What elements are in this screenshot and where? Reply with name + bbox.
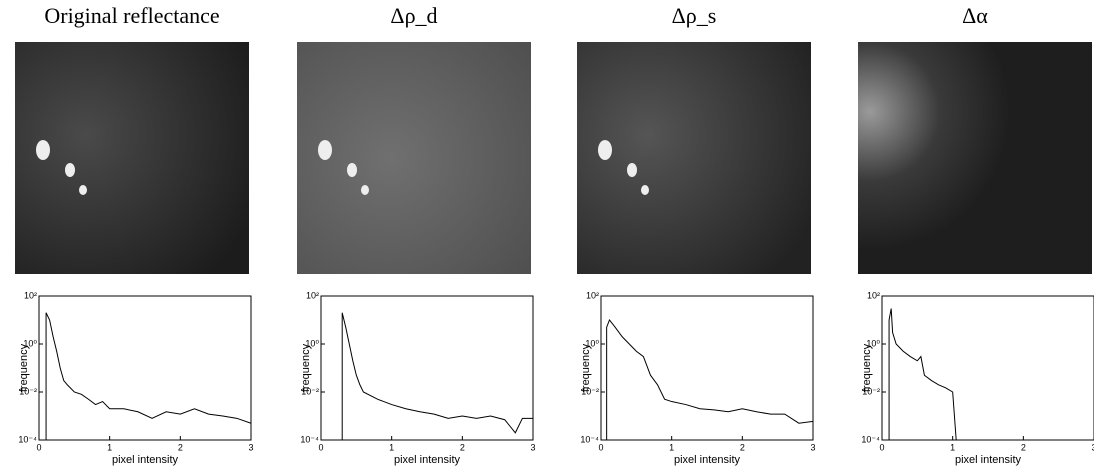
- y-tick-label: 10²: [24, 290, 37, 300]
- y-axis-label: frequency: [580, 343, 592, 392]
- x-tick-label: 2: [178, 442, 183, 452]
- panel-title: Δρ_s: [672, 3, 717, 28]
- x-axis-label: pixel intensity: [112, 454, 179, 466]
- image: [297, 42, 531, 274]
- y-tick-label: 10²: [867, 290, 880, 300]
- y-axis-label: frequency: [18, 343, 30, 392]
- x-tick-label: 3: [530, 442, 535, 452]
- plot-frame: [320, 295, 534, 441]
- highlight: [65, 163, 75, 177]
- y-tick-label: 10⁰: [23, 338, 37, 348]
- x-tick-label: 1: [389, 442, 394, 452]
- highlight: [598, 140, 612, 160]
- y-tick-label: 10⁻⁴: [300, 434, 319, 444]
- histogram-line: [45, 312, 252, 440]
- histogram-line: [606, 319, 814, 440]
- y-axis-label: frequency: [861, 343, 873, 392]
- highlight: [36, 140, 50, 160]
- x-tick-label: 1: [950, 442, 955, 452]
- y-tick-label: 10²: [586, 290, 599, 300]
- x-tick-label: 2: [740, 442, 745, 452]
- highlight: [347, 163, 357, 177]
- x-axis-label: pixel intensity: [394, 454, 461, 466]
- highlight: [641, 185, 649, 195]
- y-tick-label: 10⁻²: [301, 386, 319, 396]
- highlight: [627, 163, 637, 177]
- y-tick-label: 10⁻²: [581, 386, 599, 396]
- x-tick-label: 1: [107, 442, 112, 452]
- y-tick-label: 10⁰: [585, 338, 599, 348]
- x-tick-label: 0: [318, 442, 323, 452]
- plot-frame: [600, 295, 814, 441]
- x-tick-label: 3: [810, 442, 815, 452]
- image: [858, 42, 1092, 274]
- y-tick-label: 10²: [306, 290, 319, 300]
- y-tick-label: 10⁻²: [19, 386, 37, 396]
- x-tick-label: 1: [669, 442, 674, 452]
- y-axis-label: frequency: [300, 343, 312, 392]
- x-tick-label: 0: [598, 442, 603, 452]
- x-tick-label: 2: [1021, 442, 1026, 452]
- panel-title: Δα: [962, 3, 988, 28]
- highlight: [318, 140, 332, 160]
- x-tick-label: 3: [248, 442, 253, 452]
- x-tick-label: 2: [460, 442, 465, 452]
- x-tick-label: 0: [36, 442, 41, 452]
- y-tick-label: 10⁻⁴: [18, 434, 37, 444]
- y-tick-label: 10⁻²: [862, 386, 880, 396]
- image: [577, 42, 811, 274]
- histogram-line: [341, 312, 533, 440]
- x-axis-label: pixel intensity: [955, 454, 1022, 466]
- image: [15, 42, 249, 274]
- panel-title: Δρ_d: [390, 3, 437, 28]
- panel-title: Original reflectance: [44, 3, 219, 28]
- highlight: [79, 185, 87, 195]
- y-tick-label: 10⁰: [305, 338, 319, 348]
- y-tick-label: 10⁻⁴: [861, 434, 880, 444]
- highlight: [361, 185, 369, 195]
- plot-frame: [881, 295, 1094, 441]
- y-tick-label: 10⁰: [866, 338, 880, 348]
- x-tick-label: 3: [1091, 442, 1094, 452]
- histogram-line: [888, 308, 957, 441]
- y-tick-label: 10⁻⁴: [580, 434, 599, 444]
- plot-frame: [38, 295, 252, 441]
- x-tick-label: 0: [879, 442, 884, 452]
- x-axis-label: pixel intensity: [674, 454, 741, 466]
